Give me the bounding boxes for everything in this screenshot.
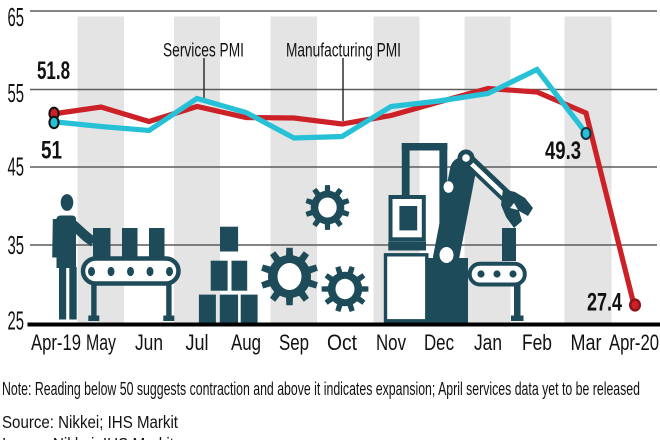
svg-text:Aug: Aug [231, 330, 261, 355]
svg-text:Jan: Jan [474, 330, 502, 355]
svg-text:51: 51 [41, 137, 62, 165]
svg-text:25: 25 [8, 305, 25, 335]
svg-text:Apr-20: Apr-20 [609, 330, 659, 355]
svg-text:Mar: Mar [571, 330, 602, 355]
svg-text:49.3: 49.3 [545, 137, 581, 165]
svg-text:Oct: Oct [327, 330, 357, 355]
svg-text:Image: Nikkei; IHS Markit: Image: Nikkei; IHS Markit [2, 434, 174, 440]
svg-text:Jun: Jun [135, 330, 163, 355]
svg-text:55: 55 [8, 78, 25, 108]
svg-text:Manufacturing PMI: Manufacturing PMI [286, 41, 401, 62]
svg-text:35: 35 [8, 230, 25, 260]
svg-text:Feb: Feb [522, 330, 552, 355]
svg-text:Services PMI: Services PMI [163, 41, 244, 62]
svg-text:Apr-19: Apr-19 [31, 330, 81, 355]
svg-text:27.4: 27.4 [587, 289, 622, 317]
svg-text:Nov: Nov [376, 330, 406, 355]
svg-text:51.8: 51.8 [37, 57, 70, 85]
svg-text:Jul: Jul [186, 330, 209, 355]
svg-text:65: 65 [8, 2, 25, 32]
svg-text:Sep: Sep [279, 330, 309, 355]
svg-text:45: 45 [8, 151, 25, 181]
svg-text:May: May [86, 330, 116, 355]
svg-text:Note: Reading below 50 suggest: Note: Reading below 50 suggests contract… [2, 378, 640, 399]
svg-text:Dec: Dec [424, 330, 454, 355]
svg-text:Source: Nikkei; IHS Markit: Source: Nikkei; IHS Markit [2, 412, 178, 432]
